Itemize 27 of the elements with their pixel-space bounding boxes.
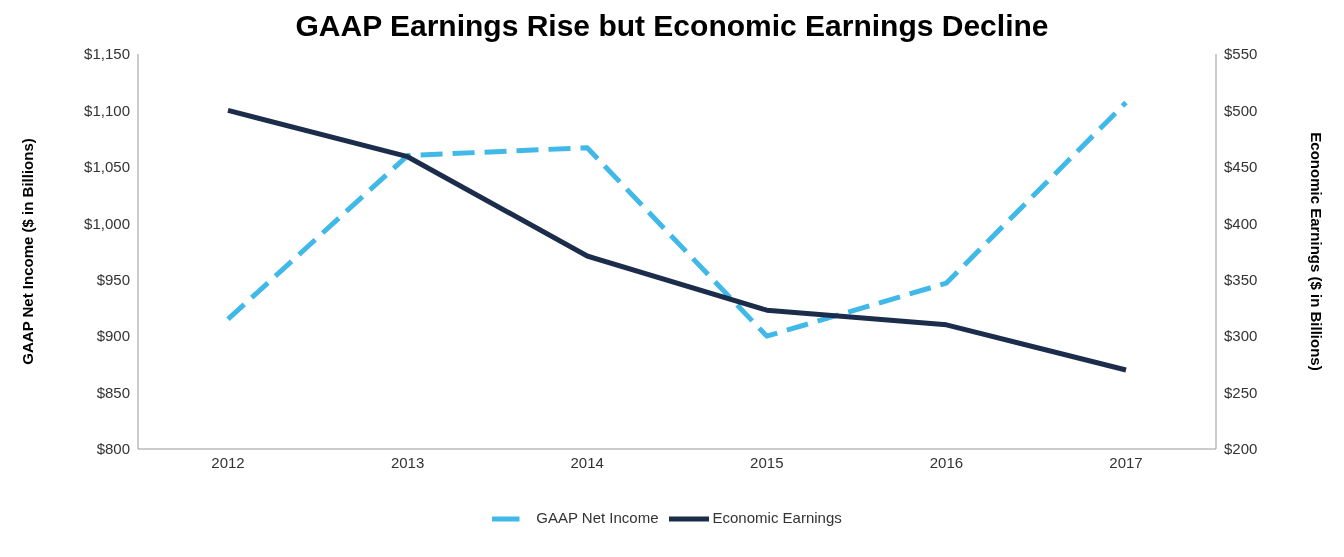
y-tick-label: $1,150 [84,45,130,63]
legend-label: Economic Earnings [712,508,842,526]
y-tick-label: $1,100 [84,101,130,119]
x-tick-label: 2014 [570,453,604,471]
y-tick-label: $1,050 [84,158,130,176]
legend-label: GAAP Net Income [536,508,659,526]
y2-tick-label: $400 [1224,214,1258,232]
y2-tick-label: $550 [1224,45,1258,63]
y-tick-label: $900 [96,327,130,345]
y2-axis-title: Economic Earnings ($ in Billions) [1307,132,1325,371]
y2-tick-label: $500 [1224,101,1258,119]
x-tick-label: 2016 [929,453,964,471]
x-tick-label: 2012 [211,453,245,471]
y2-tick-label: $450 [1224,158,1258,176]
y-axis-title: GAAP Net Income ($ in Billions) [19,138,37,365]
y2-tick-label: $200 [1224,440,1258,458]
y2-tick-label: $350 [1224,271,1258,289]
x-tick-label: 2015 [750,453,784,471]
y-tick-label: $850 [96,383,130,401]
x-tick-label: 2017 [1109,453,1143,471]
y-tick-label: $1,000 [84,214,130,232]
y2-tick-label: $300 [1224,327,1258,345]
x-tick-label: 2013 [390,453,425,471]
y2-tick-label: $250 [1224,383,1258,401]
chart-title: GAAP Earnings Rise but Economic Earnings Decline [294,8,1050,44]
y-tick-label: $950 [96,271,130,289]
y-tick-label: $800 [96,440,130,458]
